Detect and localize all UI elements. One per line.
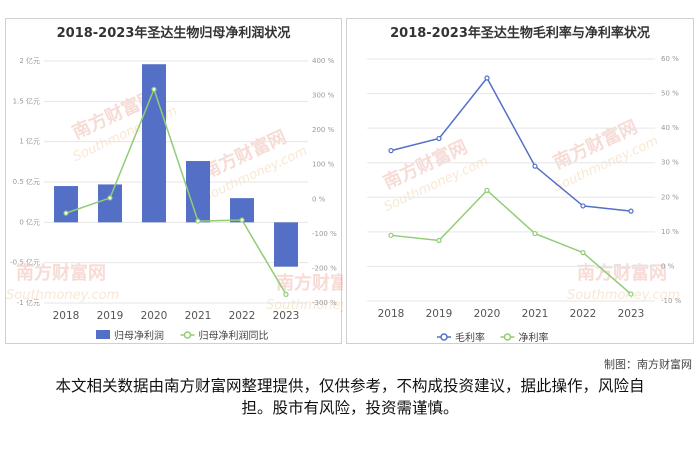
watermark-brand: 南方财富网 <box>276 272 343 294</box>
right-axis-tick: 100 % <box>312 161 335 169</box>
legend-swatch-marker <box>503 333 512 341</box>
point-0-2019 <box>436 135 442 142</box>
right-axis-tick: 40 % <box>661 124 679 132</box>
right-axis-tick: 0 % <box>661 262 675 270</box>
point-1-2018 <box>388 232 394 238</box>
line-series-0 <box>390 76 632 212</box>
watermark-brand: 南方财富网 <box>16 262 106 284</box>
left-axis-tick: 0.5 亿元 <box>13 177 40 186</box>
x-axis-tick: 2018 <box>53 310 80 322</box>
legend-swatch-bar <box>96 330 110 339</box>
left-axis-tick: -0.5 亿元 <box>10 258 40 267</box>
right-axis-tick: 0 % <box>312 195 326 203</box>
right-axis-tick: 10 % <box>661 228 679 236</box>
right-axis-tick: 50 % <box>661 90 679 98</box>
bar-2019 <box>98 184 122 223</box>
yoy-point-2019 <box>107 195 113 201</box>
legend-label: 毛利率 <box>455 331 485 344</box>
point-0-2018 <box>388 148 394 154</box>
right-axis-tick: 300 % <box>312 92 335 100</box>
yoy-point-2022 <box>239 217 245 223</box>
point-0-2023 <box>628 208 634 214</box>
x-axis-tick: 2021 <box>522 308 549 320</box>
line-series-yoy <box>65 87 287 295</box>
point-0-2020 <box>484 75 490 81</box>
point-1-2023 <box>628 291 634 297</box>
point-0-2021 <box>532 163 538 169</box>
watermark-site: Southmoney.com <box>6 288 119 303</box>
point-1-2022 <box>580 250 586 256</box>
legend-swatch-marker <box>183 331 192 339</box>
point-1-2019 <box>436 237 442 244</box>
x-axis-tick: 2021 <box>185 310 212 322</box>
right-axis-tick: 400 % <box>312 57 335 65</box>
legend-label: 归母净利润同比 <box>199 329 269 342</box>
right-axis-tick: -200 % <box>312 264 337 272</box>
right-chart-svg: 南方财富网Southmoney.com南方财富网Southmoney.com南方… <box>367 55 682 344</box>
yoy-point-2018 <box>63 210 69 216</box>
bar-2023 <box>274 222 298 267</box>
point-0-2022 <box>580 203 586 209</box>
legend-label: 净利率 <box>519 331 549 344</box>
watermark-site: Southmoney.com <box>567 288 680 303</box>
right-axis-tick: 20 % <box>661 193 679 201</box>
left-chart-title: 2018-2023年圣达生物归母净利润状况 <box>56 26 291 41</box>
right-axis-tick: -10 % <box>661 297 682 305</box>
x-axis-tick: 2018 <box>378 308 405 320</box>
yoy-point-2021 <box>195 218 201 224</box>
watermark-site: Southmoney.com <box>266 298 343 313</box>
x-axis-tick: 2019 <box>426 308 453 320</box>
right-chart-title: 2018-2023年圣达生物毛利率与净利率状况 <box>390 26 650 41</box>
bar-2021 <box>186 161 210 223</box>
left-axis-tick: 0 亿元 <box>19 217 40 226</box>
line-series-1 <box>390 189 632 295</box>
right-axis-tick: 30 % <box>661 159 679 167</box>
right-axis-tick: -100 % <box>312 230 337 238</box>
x-axis-tick: 2023 <box>273 310 300 322</box>
x-axis-tick: 2020 <box>141 310 168 322</box>
legend-label: 归母净利润 <box>114 329 164 342</box>
left-axis-tick: 1.5 亿元 <box>13 96 40 105</box>
yoy-point-2023 <box>283 291 289 297</box>
right-axis-tick: 60 % <box>661 55 679 63</box>
right-chart-panel: 2018-2023年圣达生物毛利率与净利率状况 南方财富网 Southmoney.… <box>346 18 694 344</box>
left-axis-tick: 2 亿元 <box>19 56 40 65</box>
chart-credit: 制图：南方财富网 <box>604 358 692 371</box>
left-axis-tick: -1 亿元 <box>17 298 40 307</box>
bar-2018 <box>54 186 78 223</box>
x-axis-tick: 2019 <box>97 310 124 322</box>
right-axis-tick: 200 % <box>312 126 335 134</box>
x-axis-tick: 2022 <box>570 308 597 320</box>
left-axis-tick: 1 亿元 <box>19 137 40 146</box>
watermark-brand: 南方财富网 <box>577 262 667 284</box>
legend-swatch-marker <box>440 333 448 341</box>
right-axis-tick: -300 % <box>312 299 337 307</box>
yoy-point-2020 <box>151 86 157 92</box>
disclaimer-text: 本文相关数据由南方财富网整理提供，仅供参考，不构成投资建议，据此操作，风险自担。… <box>55 377 645 417</box>
x-axis-tick: 2020 <box>474 308 501 320</box>
point-1-2020 <box>484 187 490 193</box>
left-chart-panel: 2018-2023年圣达生物归母净利润状况 南方财富网 Southmoney.co… <box>5 18 343 344</box>
point-1-2021 <box>532 230 538 237</box>
x-axis-tick: 2023 <box>618 308 645 320</box>
x-axis-tick: 2022 <box>229 310 256 322</box>
